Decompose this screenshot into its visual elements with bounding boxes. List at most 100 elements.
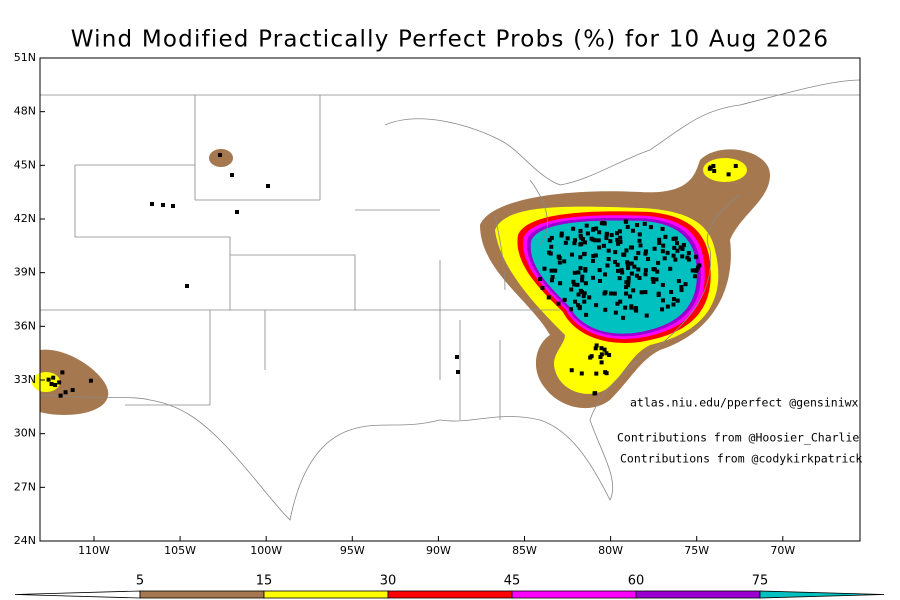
report xyxy=(671,297,676,302)
report xyxy=(673,257,678,262)
report xyxy=(621,315,626,320)
report xyxy=(660,226,665,231)
report xyxy=(594,343,599,348)
report xyxy=(576,292,581,297)
report xyxy=(629,271,634,276)
contour-5 xyxy=(209,149,233,167)
report xyxy=(628,245,633,250)
report xyxy=(660,249,665,254)
report xyxy=(579,235,584,240)
report xyxy=(686,251,691,256)
report xyxy=(609,233,614,238)
report xyxy=(624,248,629,253)
lat-label: 27N xyxy=(14,480,36,493)
report xyxy=(589,354,594,359)
lat-label: 42N xyxy=(14,212,36,225)
report xyxy=(578,228,583,233)
report xyxy=(626,279,631,284)
report xyxy=(580,274,585,279)
title: Wind Modified Practically Perfect Probs … xyxy=(71,27,830,53)
map-frame xyxy=(39,57,861,542)
report xyxy=(594,226,599,231)
colorbar-label: 60 xyxy=(628,574,645,589)
report xyxy=(235,210,239,214)
lake-shore xyxy=(494,179,548,291)
report xyxy=(185,284,189,288)
report xyxy=(584,223,589,228)
report xyxy=(53,383,58,388)
colorbar-end xyxy=(14,590,141,599)
report xyxy=(583,240,588,245)
report xyxy=(660,282,665,287)
report xyxy=(631,288,636,293)
report xyxy=(549,244,554,249)
report xyxy=(711,164,716,169)
report xyxy=(661,298,666,303)
report xyxy=(598,355,603,360)
report xyxy=(616,241,621,246)
report xyxy=(616,268,621,273)
report xyxy=(171,204,175,208)
report xyxy=(602,347,607,352)
report xyxy=(593,238,598,243)
lon-label: 105W xyxy=(164,544,196,557)
report xyxy=(591,275,596,280)
report xyxy=(675,241,680,246)
report xyxy=(637,275,642,280)
lat-label: 48N xyxy=(14,105,36,118)
report xyxy=(579,371,584,376)
report xyxy=(614,231,619,236)
report xyxy=(582,251,587,256)
geography xyxy=(39,79,861,521)
credit: Contributions from @Hoosier_Charlie xyxy=(617,431,859,445)
report xyxy=(604,232,609,237)
report xyxy=(46,377,51,382)
report xyxy=(572,241,577,246)
lon-label: 85W xyxy=(512,544,537,557)
lon-label: 90W xyxy=(426,544,451,557)
report xyxy=(49,381,54,386)
report xyxy=(606,257,611,262)
colorbar-end xyxy=(759,590,885,599)
colorbar: 5 15 30 45 60 75 xyxy=(14,574,885,599)
report xyxy=(549,235,554,240)
report xyxy=(578,242,583,247)
report xyxy=(618,235,623,240)
report xyxy=(599,346,604,351)
lon-label: 75W xyxy=(684,544,709,557)
report xyxy=(549,278,554,283)
report xyxy=(662,256,667,261)
report xyxy=(569,368,574,373)
report xyxy=(562,297,567,302)
report xyxy=(617,229,622,234)
report xyxy=(679,288,684,293)
report xyxy=(575,282,580,287)
colorbar-label: 5 xyxy=(136,574,144,589)
lon-label: 95W xyxy=(340,544,365,557)
report xyxy=(624,291,629,296)
report xyxy=(569,307,574,312)
report xyxy=(642,221,647,226)
report xyxy=(657,237,662,242)
report xyxy=(150,202,154,206)
report xyxy=(661,243,666,248)
lat-label: 39N xyxy=(14,266,36,279)
report xyxy=(623,305,628,310)
lon-label: 110W xyxy=(78,544,110,557)
report xyxy=(665,250,670,255)
credit: atlas.niu.edu/pperfect @gensiniwx xyxy=(630,396,859,410)
report xyxy=(671,253,676,258)
report xyxy=(625,224,630,229)
report xyxy=(605,263,610,268)
report xyxy=(726,172,731,177)
contour-5 xyxy=(40,349,109,415)
report xyxy=(669,289,674,294)
report xyxy=(573,238,578,243)
report xyxy=(538,276,543,281)
report xyxy=(626,283,631,288)
report xyxy=(63,390,68,395)
report xyxy=(557,260,562,265)
report xyxy=(644,313,649,318)
report xyxy=(60,370,65,375)
